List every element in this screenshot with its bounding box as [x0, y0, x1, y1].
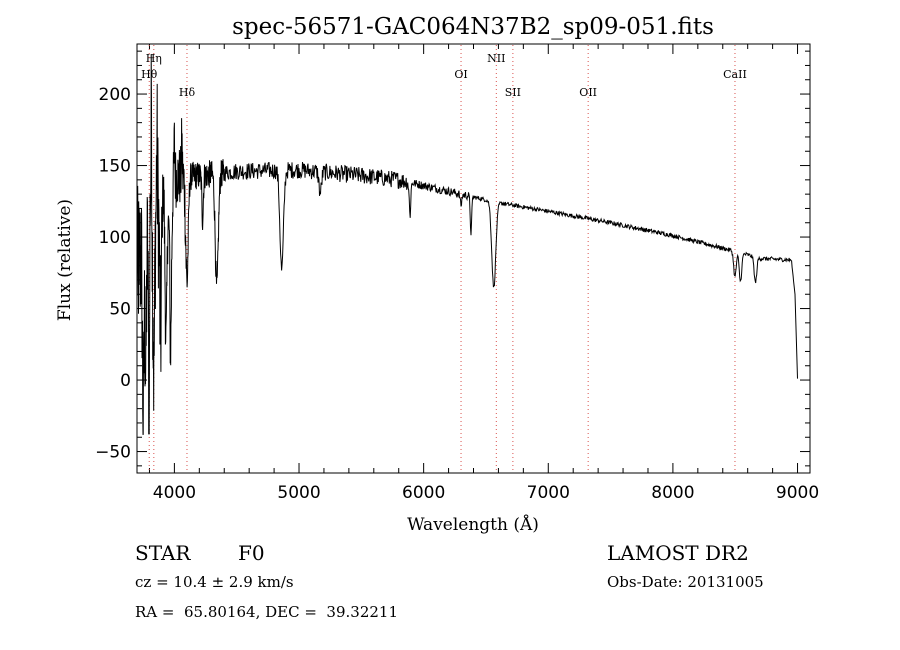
y-tick-label: 50	[109, 300, 131, 320]
y-tick-label: −50	[95, 443, 131, 463]
spectrum-line	[136, 53, 798, 435]
line-marker-label: NII	[487, 52, 505, 65]
line-marker-label: OII	[579, 86, 597, 99]
x-axis-label: Wavelength (Å)	[407, 514, 539, 535]
y-axis-label: Flux (relative)	[55, 199, 75, 321]
line-marker-label: Hη	[146, 52, 162, 65]
y-tick-label: 100	[99, 228, 131, 248]
observation-date: Obs-Date: 20131005	[607, 573, 764, 591]
x-tick-label: 4000	[153, 483, 196, 503]
x-tick-label: 7000	[527, 483, 570, 503]
x-tick-label: 6000	[402, 483, 445, 503]
y-tick-label: 0	[120, 371, 131, 391]
plot-frame	[136, 43, 811, 474]
line-marker-label: SII	[505, 86, 521, 99]
x-tick-label: 9000	[776, 483, 819, 503]
object-class: STAR	[135, 541, 191, 565]
redshift-velocity: cz = 10.4 ± 2.9 km/s	[135, 573, 294, 591]
chart-title: spec-56571-GAC064N37B2_sp09-051.fits	[232, 14, 714, 40]
line-marker-label: Hθ	[141, 68, 158, 81]
line-marker-label: OI	[454, 68, 467, 81]
line-marker-label: CaII	[723, 68, 747, 81]
survey-name: LAMOST DR2	[607, 541, 749, 565]
y-tick-label: 150	[99, 157, 131, 177]
coordinates: RA = 65.80164, DEC = 39.32211	[135, 603, 399, 621]
x-tick-label: 8000	[651, 483, 694, 503]
y-tick-label: 200	[99, 85, 131, 105]
line-marker-label: Hδ	[179, 86, 196, 99]
spectral-subclass: F0	[238, 541, 265, 565]
plot-area: 4000 5000 6000 7000 8000 9000 −50 0 50 100 150 200 H…	[95, 43, 819, 503]
x-tick-label: 5000	[277, 483, 320, 503]
